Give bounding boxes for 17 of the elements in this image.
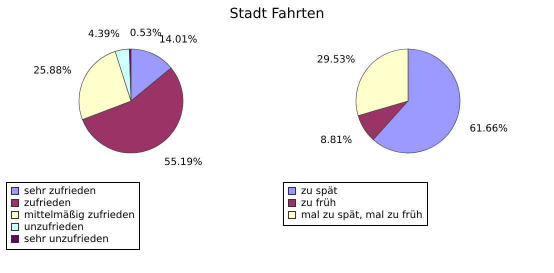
legend-label: sehr unzufrieden xyxy=(24,234,109,245)
data-label: 4.39% xyxy=(88,28,120,40)
data-label: 25.88% xyxy=(33,65,72,76)
legend-label: sehr zufrieden xyxy=(24,186,96,197)
data-label: 0.53% xyxy=(130,28,162,40)
data-label: 8.81% xyxy=(320,135,352,146)
legend-label: zu spät xyxy=(301,186,338,197)
data-label: 55.19% xyxy=(164,157,202,168)
legend-label: mal zu spät, mal zu früh xyxy=(301,210,422,221)
legend-label: mittelmäßig zufrieden xyxy=(24,210,135,221)
data-label: 61.66% xyxy=(470,124,508,135)
text: Stadt Fahrten xyxy=(228,5,326,24)
data-label: 29.53% xyxy=(317,54,356,66)
legend-label: zu früh xyxy=(301,198,336,209)
data-label: 14.01% xyxy=(159,34,198,46)
legend-label: unzufrieden xyxy=(24,222,84,233)
legend-label: zufrieden xyxy=(24,198,71,209)
